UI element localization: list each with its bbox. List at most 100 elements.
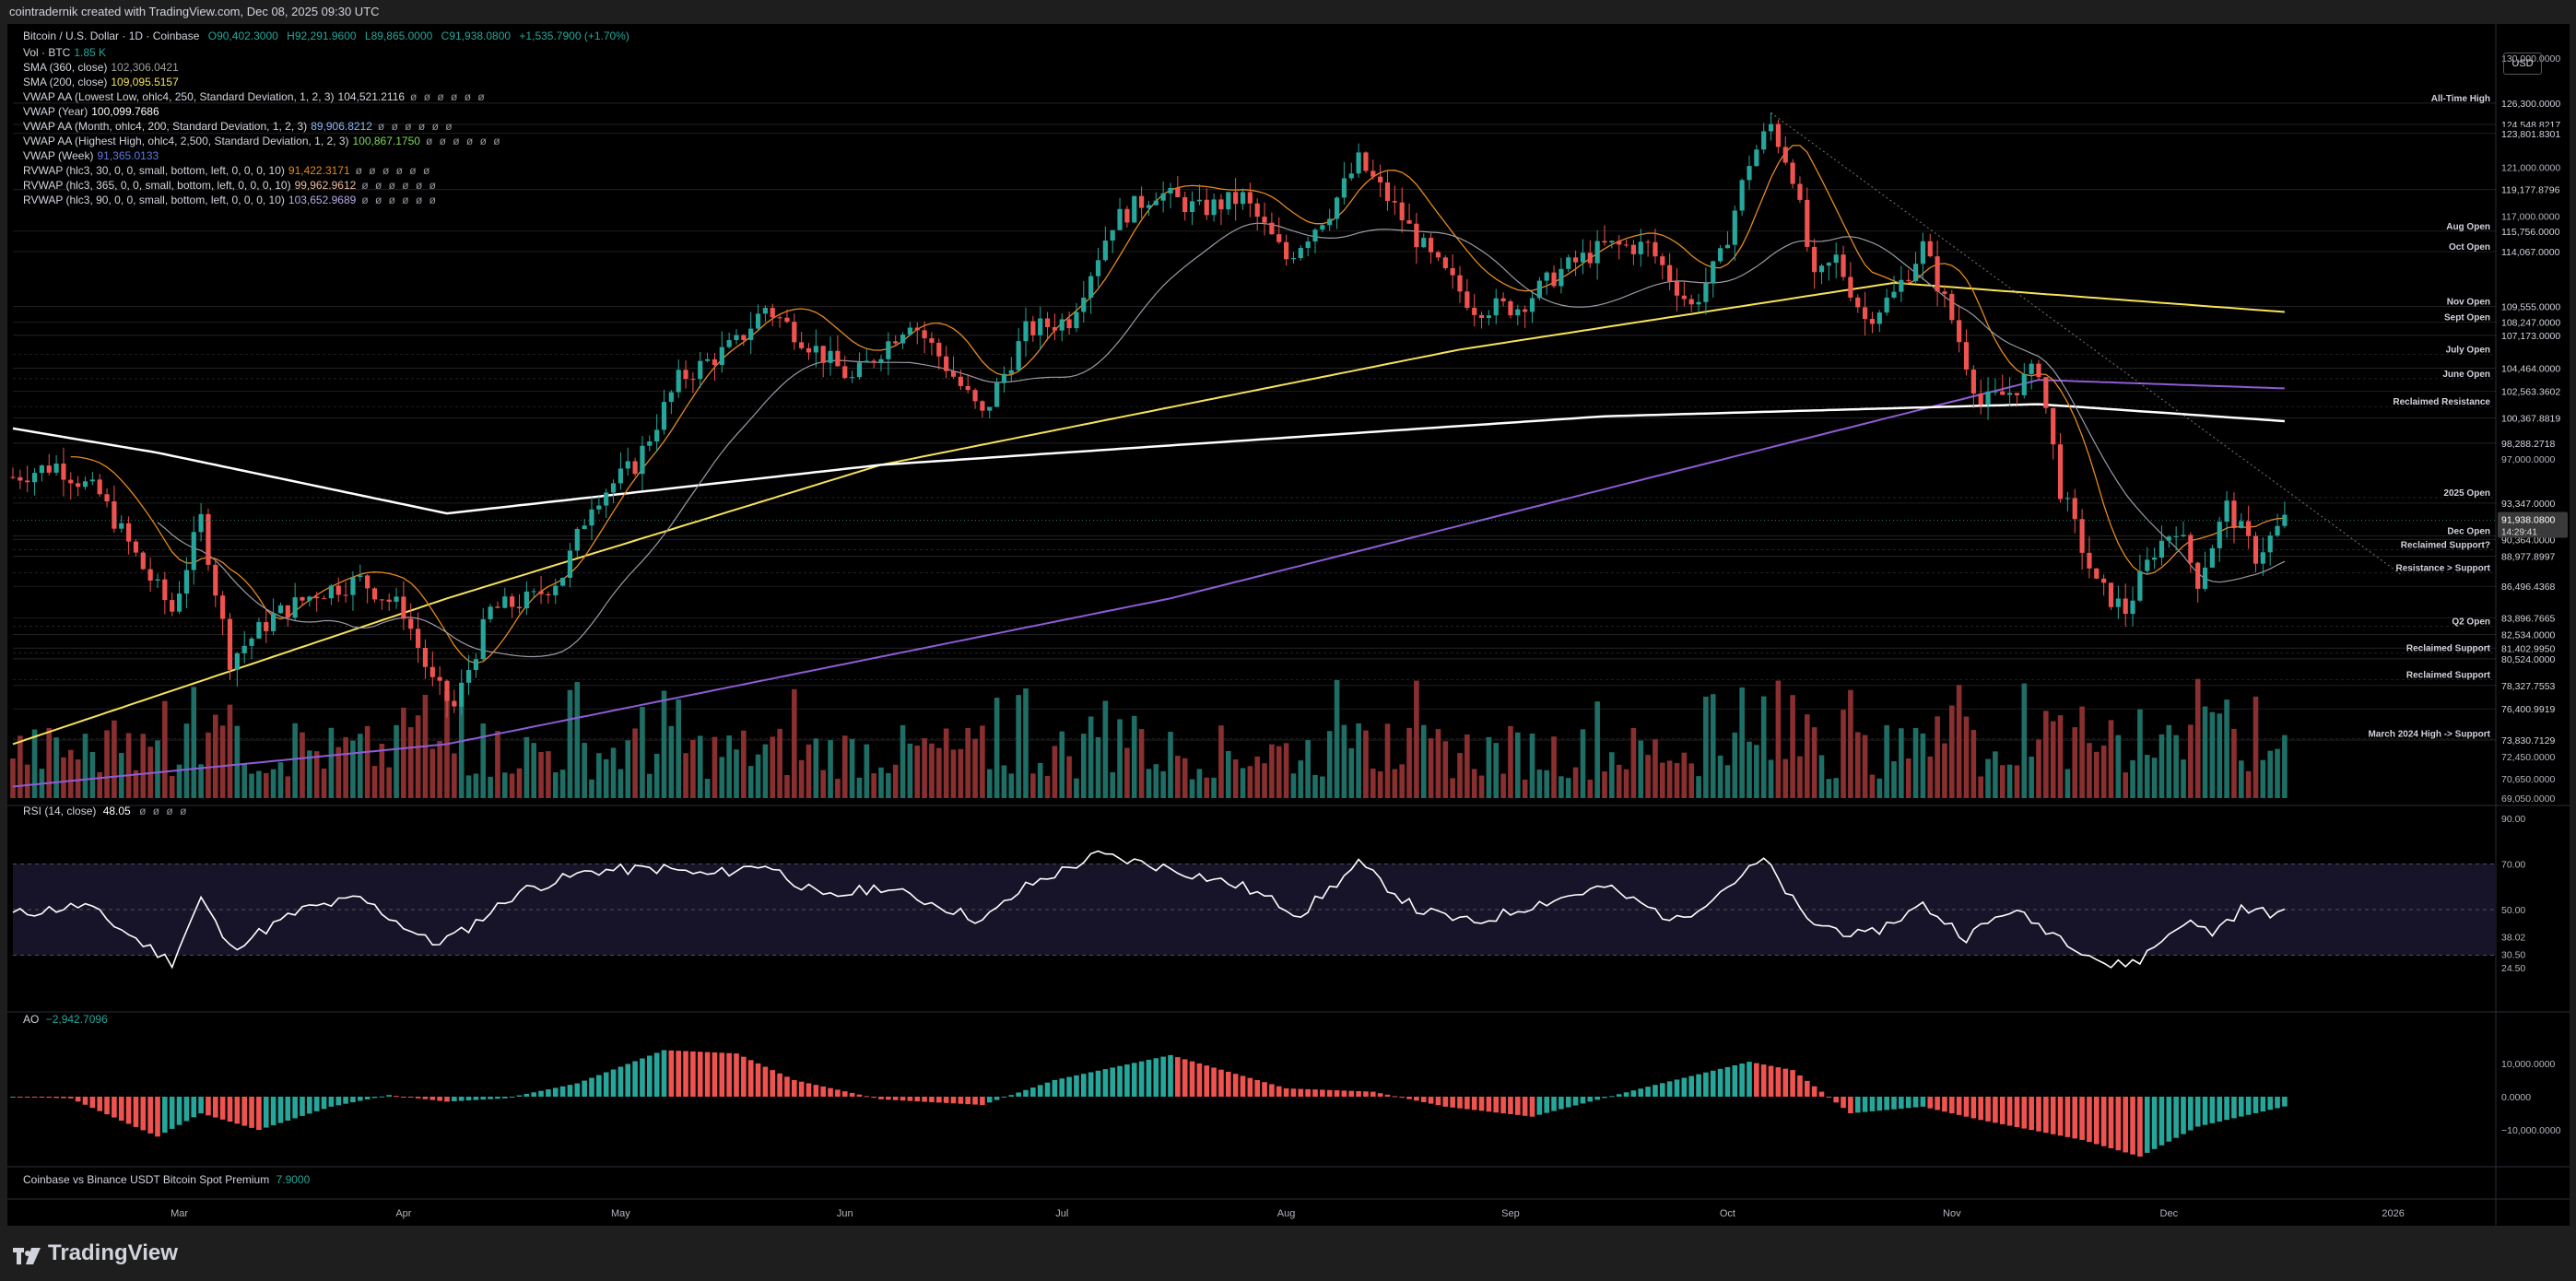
ao-bar xyxy=(422,1097,429,1099)
ao-bar xyxy=(1326,1089,1333,1097)
candle xyxy=(314,596,320,599)
candle xyxy=(1196,199,1202,202)
price-tag-bg xyxy=(2499,611,2567,625)
volume-bar xyxy=(1927,756,1934,798)
ao-bar xyxy=(1688,1075,1694,1097)
x-axis-label: Oct xyxy=(1720,1208,1735,1219)
price-tag: 119,177.8796 xyxy=(2501,185,2560,196)
ao-bar xyxy=(104,1097,110,1115)
visibility-eye-icons[interactable]: ø ø ø ø ø ø xyxy=(410,90,487,103)
volume-bar xyxy=(741,730,747,798)
volume-bar xyxy=(394,724,399,798)
volume-bar xyxy=(183,723,190,798)
volume-bar xyxy=(1471,769,1477,798)
visibility-eye-icons[interactable]: ø ø ø ø ø ø xyxy=(377,120,454,133)
candle xyxy=(2064,498,2070,499)
candle xyxy=(2043,377,2049,408)
currency-button[interactable]: USD xyxy=(2503,53,2542,75)
visibility-eye-icons[interactable]: ø ø ø ø ø ø xyxy=(361,194,438,206)
ao-bar xyxy=(1023,1089,1029,1097)
visibility-eye-icons[interactable]: ø ø ø ø ø ø xyxy=(361,179,438,192)
ao-bar xyxy=(263,1097,269,1128)
candle xyxy=(488,606,493,619)
level-label: July Open xyxy=(2446,346,2490,356)
volume-bar xyxy=(1551,736,1557,798)
volume-bar xyxy=(958,748,964,798)
rsi-legend: RSI (14, close) 48.05 ø ø ø ø xyxy=(23,805,188,817)
price-tag: 83,896.7665 xyxy=(2501,613,2556,624)
candle xyxy=(864,360,869,363)
ao-bar xyxy=(2253,1097,2259,1113)
candle xyxy=(473,659,478,671)
ao-bar xyxy=(907,1097,913,1101)
volume-bar xyxy=(1905,758,1911,798)
chart-canvas[interactable]: All-Time High 126,300.0000124,548.8217123… xyxy=(7,24,2570,1226)
volume-bar xyxy=(2100,745,2107,798)
ao-bar xyxy=(1949,1097,1955,1114)
candle xyxy=(2108,582,2114,607)
candle xyxy=(1594,241,1600,264)
volume-bar xyxy=(162,700,168,798)
candle xyxy=(1927,241,1933,257)
ao-bar xyxy=(2115,1097,2122,1151)
volume-bar xyxy=(546,751,551,798)
ao-bar xyxy=(1660,1083,1665,1097)
price-tag: 100,367.8819 xyxy=(2501,413,2560,424)
ao-bar xyxy=(415,1097,421,1099)
price-tag-bg xyxy=(2499,702,2567,716)
volume-bar xyxy=(1254,756,1260,798)
volume-bar xyxy=(2173,735,2179,798)
ao-bar xyxy=(1341,1090,1347,1097)
price-tag: 86,496.4368 xyxy=(2501,582,2556,593)
price-tag: 82,534.0000 xyxy=(2501,629,2556,640)
candle xyxy=(1566,257,1571,269)
candle xyxy=(1457,275,1463,292)
candle xyxy=(762,308,768,314)
ao-bar xyxy=(495,1097,500,1099)
candle xyxy=(835,350,841,367)
ao-bar xyxy=(1638,1088,1644,1097)
volume-bar xyxy=(133,770,139,798)
volume-bar xyxy=(1515,732,1521,798)
indicator-label: Vol · BTC xyxy=(23,46,71,59)
volume-bar xyxy=(1949,705,1955,798)
volume-bar xyxy=(1414,680,1419,798)
tradingview-logo-icon xyxy=(13,1245,41,1264)
candle xyxy=(1863,307,1868,320)
volume-bar xyxy=(1747,741,1752,798)
indicator-value: 109,095.5157 xyxy=(111,76,179,88)
volume-bar xyxy=(762,744,769,798)
candle xyxy=(133,541,139,553)
candle xyxy=(350,577,356,595)
ao-bar xyxy=(589,1077,594,1097)
volume-bar xyxy=(1891,761,1897,798)
indicator-legend-row: SMA (200, close) 109,095.5157 xyxy=(23,76,179,88)
price-tag-bg xyxy=(2499,224,2567,238)
downtrend-line xyxy=(1770,112,2401,575)
candle xyxy=(1942,291,1947,294)
volume-bar xyxy=(792,688,797,798)
symbol-name: Bitcoin / U.S. Dollar · 1D · Coinbase xyxy=(23,29,200,42)
volume-bar xyxy=(1565,778,1571,798)
indicator-value: 91,365.0133 xyxy=(97,149,159,162)
volume-bar xyxy=(770,736,776,798)
price-tag: 123,801.8301 xyxy=(2501,129,2560,140)
current-price-badge xyxy=(2498,511,2568,538)
visibility-eye-icons[interactable]: ø ø ø ø ø ø xyxy=(425,135,502,147)
ao-bar xyxy=(2036,1097,2041,1132)
volume-bar xyxy=(1653,739,1658,798)
visibility-eye-icons[interactable]: ø ø ø ø ø ø xyxy=(355,164,432,177)
volume-bar xyxy=(198,764,204,798)
x-axis-label: Nov xyxy=(1943,1208,1961,1219)
volume-bar xyxy=(2224,699,2229,798)
ao-bar xyxy=(473,1097,479,1100)
rsi-eye-icons[interactable]: ø ø ø ø xyxy=(139,805,189,817)
chart-frame[interactable]: All-Time High 126,300.0000 124,548.8217 123… xyxy=(7,24,2570,1226)
volume-bar xyxy=(1016,695,1021,798)
ao-bar xyxy=(1095,1070,1101,1097)
candle xyxy=(1363,152,1369,171)
volume-bar xyxy=(1074,778,1079,798)
ao-bar xyxy=(886,1097,891,1100)
candle xyxy=(2246,521,2252,536)
ao-bar xyxy=(828,1087,833,1097)
